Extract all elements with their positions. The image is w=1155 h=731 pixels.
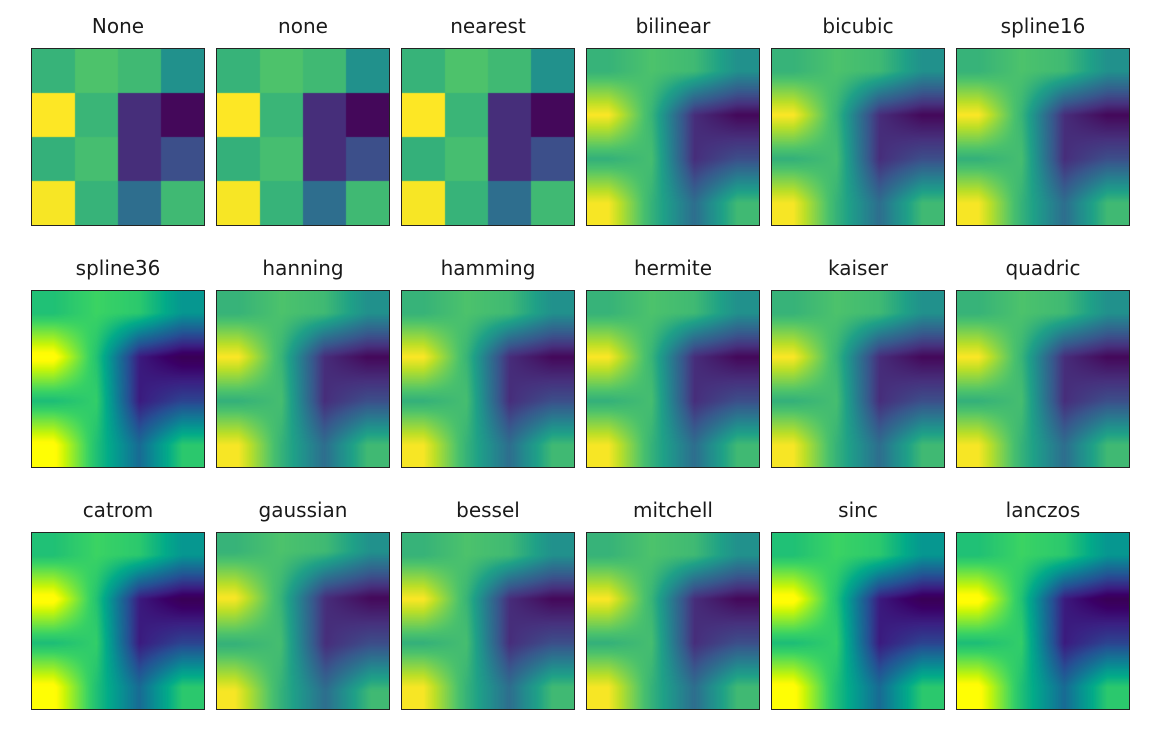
heatmap-frame-7-hanning bbox=[216, 290, 390, 468]
heatmap-frame-14-bessel bbox=[401, 532, 575, 710]
heatmap-image-0-none bbox=[32, 49, 204, 225]
heatmap-frame-0-none bbox=[31, 48, 205, 226]
heatmap-image-15-mitchell bbox=[587, 533, 759, 709]
subplot-10-kaiser: kaiser bbox=[771, 256, 945, 468]
subplot-title-7-hanning: hanning bbox=[262, 256, 344, 280]
subplot-7-hanning: hanning bbox=[216, 256, 390, 468]
heatmap-frame-11-quadric bbox=[956, 290, 1130, 468]
subplot-15-mitchell: mitchell bbox=[586, 498, 760, 710]
subplot-title-12-catrom: catrom bbox=[82, 498, 154, 522]
heatmap-image-10-kaiser bbox=[772, 291, 944, 467]
heatmap-image-3-bilinear bbox=[587, 49, 759, 225]
subplot-title-8-hamming: hamming bbox=[440, 256, 536, 280]
subplot-title-9-hermite: hermite bbox=[633, 256, 713, 280]
subplot-title-17-lanczos: lanczos bbox=[1005, 498, 1081, 522]
subplot-title-13-gaussian: gaussian bbox=[258, 498, 348, 522]
subplot-11-quadric: quadric bbox=[956, 256, 1130, 468]
heatmap-image-5-spline16 bbox=[957, 49, 1129, 225]
subplot-title-3-bilinear: bilinear bbox=[635, 14, 711, 38]
heatmap-image-9-hermite bbox=[587, 291, 759, 467]
subplot-9-hermite: hermite bbox=[586, 256, 760, 468]
heatmap-image-14-bessel bbox=[402, 533, 574, 709]
heatmap-image-12-catrom bbox=[32, 533, 204, 709]
heatmap-image-17-lanczos bbox=[957, 533, 1129, 709]
heatmap-image-4-bicubic bbox=[772, 49, 944, 225]
subplot-title-11-quadric: quadric bbox=[1005, 256, 1081, 280]
subplot-0-none: None bbox=[31, 14, 205, 226]
subplot-title-5-spline16: spline16 bbox=[1000, 14, 1086, 38]
subplot-title-1-none: none bbox=[278, 14, 328, 38]
subplot-12-catrom: catrom bbox=[31, 498, 205, 710]
subplot-2-nearest: nearest bbox=[401, 14, 575, 226]
heatmap-frame-6-spline36 bbox=[31, 290, 205, 468]
heatmap-frame-12-catrom bbox=[31, 532, 205, 710]
heatmap-image-8-hamming bbox=[402, 291, 574, 467]
heatmap-frame-10-kaiser bbox=[771, 290, 945, 468]
heatmap-frame-15-mitchell bbox=[586, 532, 760, 710]
heatmap-image-2-nearest bbox=[402, 49, 574, 225]
subplot-17-lanczos: lanczos bbox=[956, 498, 1130, 710]
heatmap-frame-5-spline16 bbox=[956, 48, 1130, 226]
heatmap-image-16-sinc bbox=[772, 533, 944, 709]
subplot-13-gaussian: gaussian bbox=[216, 498, 390, 710]
subplot-4-bicubic: bicubic bbox=[771, 14, 945, 226]
subplot-8-hamming: hamming bbox=[401, 256, 575, 468]
heatmap-frame-8-hamming bbox=[401, 290, 575, 468]
subplot-6-spline36: spline36 bbox=[31, 256, 205, 468]
heatmap-frame-9-hermite bbox=[586, 290, 760, 468]
heatmap-frame-17-lanczos bbox=[956, 532, 1130, 710]
subplot-3-bilinear: bilinear bbox=[586, 14, 760, 226]
subplot-title-16-sinc: sinc bbox=[838, 498, 878, 522]
subplot-title-4-bicubic: bicubic bbox=[822, 14, 894, 38]
subplot-title-14-bessel: bessel bbox=[456, 498, 520, 522]
subplot-14-bessel: bessel bbox=[401, 498, 575, 710]
subplot-5-spline16: spline16 bbox=[956, 14, 1130, 226]
subplot-1-none: none bbox=[216, 14, 390, 226]
heatmap-frame-1-none bbox=[216, 48, 390, 226]
subplot-title-2-nearest: nearest bbox=[450, 14, 526, 38]
heatmap-frame-3-bilinear bbox=[586, 48, 760, 226]
heatmap-image-1-none bbox=[217, 49, 389, 225]
heatmap-image-6-spline36 bbox=[32, 291, 204, 467]
heatmap-frame-4-bicubic bbox=[771, 48, 945, 226]
subplot-title-6-spline36: spline36 bbox=[75, 256, 161, 280]
heatmap-frame-13-gaussian bbox=[216, 532, 390, 710]
heatmap-frame-16-sinc bbox=[771, 532, 945, 710]
heatmap-image-7-hanning bbox=[217, 291, 389, 467]
heatmap-image-13-gaussian bbox=[217, 533, 389, 709]
subplot-title-15-mitchell: mitchell bbox=[633, 498, 713, 522]
subplot-title-10-kaiser: kaiser bbox=[828, 256, 888, 280]
heatmap-image-11-quadric bbox=[957, 291, 1129, 467]
subplot-16-sinc: sinc bbox=[771, 498, 945, 710]
heatmap-frame-2-nearest bbox=[401, 48, 575, 226]
subplot-title-0-none: None bbox=[91, 14, 145, 38]
